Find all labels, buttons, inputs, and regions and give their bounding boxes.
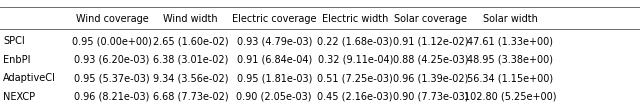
Text: 0.96 (8.21e-03): 0.96 (8.21e-03): [74, 92, 150, 102]
Text: Electric coverage: Electric coverage: [232, 13, 317, 24]
Text: EnbPI: EnbPI: [3, 55, 31, 65]
Text: 0.32 (9.11e-04): 0.32 (9.11e-04): [317, 55, 393, 65]
Text: 48.95 (3.38e+00): 48.95 (3.38e+00): [467, 55, 554, 65]
Text: 0.91 (6.84e-04): 0.91 (6.84e-04): [237, 55, 312, 65]
Text: 9.34 (3.56e-02): 9.34 (3.56e-02): [153, 73, 228, 83]
Text: 0.51 (7.25e-03): 0.51 (7.25e-03): [317, 73, 393, 83]
Text: 0.90 (7.73e-03): 0.90 (7.73e-03): [393, 92, 468, 102]
Text: 0.93 (4.79e-03): 0.93 (4.79e-03): [237, 36, 312, 46]
Text: Wind width: Wind width: [163, 13, 218, 24]
Text: 0.22 (1.68e-03): 0.22 (1.68e-03): [317, 36, 393, 46]
Text: Wind coverage: Wind coverage: [76, 13, 148, 24]
Text: 0.88 (4.25e-03): 0.88 (4.25e-03): [393, 55, 468, 65]
Text: 0.93 (6.20e-03): 0.93 (6.20e-03): [74, 55, 150, 65]
Text: 56.34 (1.15e+00): 56.34 (1.15e+00): [467, 73, 554, 83]
Text: 6.38 (3.01e-02): 6.38 (3.01e-02): [153, 55, 228, 65]
Text: Solar width: Solar width: [483, 13, 538, 24]
Text: 0.90 (2.05e-03): 0.90 (2.05e-03): [237, 92, 312, 102]
Text: AdaptiveCI: AdaptiveCI: [3, 73, 56, 83]
Text: 0.95 (0.00e+00): 0.95 (0.00e+00): [72, 36, 152, 46]
Text: 0.91 (1.12e-02): 0.91 (1.12e-02): [393, 36, 468, 46]
Text: 102.80 (5.25e+00): 102.80 (5.25e+00): [464, 92, 557, 102]
Text: 0.95 (5.37e-03): 0.95 (5.37e-03): [74, 73, 150, 83]
Text: NEXCP: NEXCP: [3, 92, 35, 102]
Text: 0.96 (1.39e-02): 0.96 (1.39e-02): [393, 73, 468, 83]
Text: Electric width: Electric width: [322, 13, 388, 24]
Text: 6.68 (7.73e-02): 6.68 (7.73e-02): [152, 92, 228, 102]
Text: 47.61 (1.33e+00): 47.61 (1.33e+00): [467, 36, 554, 46]
Text: 2.65 (1.60e-02): 2.65 (1.60e-02): [152, 36, 228, 46]
Text: Solar coverage: Solar coverage: [394, 13, 467, 24]
Text: 0.95 (1.81e-03): 0.95 (1.81e-03): [237, 73, 312, 83]
Text: 0.45 (2.16e-03): 0.45 (2.16e-03): [317, 92, 393, 102]
Text: SPCI: SPCI: [3, 36, 25, 46]
